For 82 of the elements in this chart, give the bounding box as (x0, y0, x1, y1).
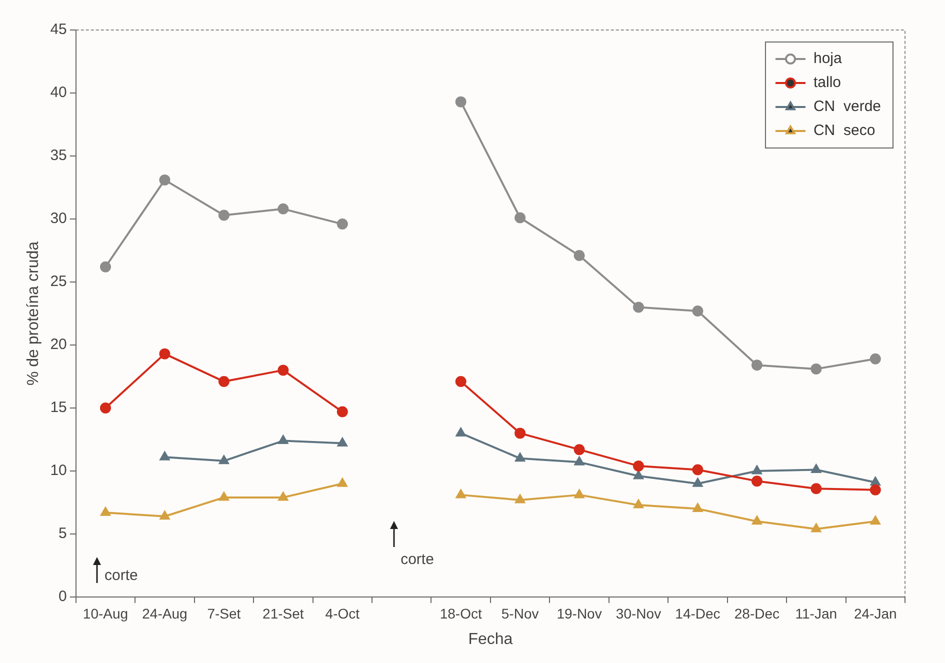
x-tick-label: 24-Aug (142, 605, 188, 622)
point (219, 492, 229, 501)
y-tick-label: 30 (50, 210, 67, 228)
y-tick-label: 25 (50, 273, 67, 290)
point (634, 500, 644, 508)
point (278, 203, 289, 214)
x-tick-label: 28-Dec (734, 605, 780, 622)
point (515, 494, 525, 504)
point (752, 516, 762, 525)
y-tick-label: 45 (50, 21, 67, 38)
point (574, 444, 585, 456)
point (455, 376, 466, 388)
point (455, 96, 466, 108)
annotation: corte (400, 551, 434, 568)
point (870, 484, 881, 496)
point (218, 376, 230, 388)
y-tick-label: 5 (58, 525, 67, 542)
x-tick-label: 7-Set (207, 605, 241, 622)
point (692, 464, 704, 476)
point (278, 492, 288, 501)
x-tick-label: 14-Dec (675, 605, 720, 622)
point (811, 464, 822, 473)
y-tick-label: 15 (50, 399, 67, 416)
point (574, 250, 585, 262)
legend-label: CN seco (813, 122, 876, 140)
point (100, 261, 111, 272)
point (219, 455, 229, 464)
point (633, 460, 644, 472)
point (633, 302, 644, 313)
point (810, 363, 822, 374)
point (514, 428, 526, 439)
y-tick-label: 20 (50, 336, 67, 354)
point (634, 470, 644, 480)
point (159, 348, 170, 360)
point (870, 353, 881, 364)
point (752, 466, 762, 474)
point (100, 507, 110, 516)
point (278, 435, 288, 444)
point (692, 305, 704, 316)
point (456, 428, 466, 436)
x-tick-label: 18-Oct (440, 605, 482, 622)
point (456, 489, 466, 498)
point (751, 476, 762, 487)
x-tick-label: 10-Aug (82, 605, 128, 622)
x-tick-label: 24-Jan (854, 605, 897, 622)
point (336, 218, 348, 230)
y-tick-label: 10 (50, 462, 67, 480)
x-tick-label: 4-Oct (325, 605, 360, 622)
point (278, 364, 289, 376)
point (751, 360, 762, 371)
point (337, 478, 348, 487)
x-tick-label: 21-Set (262, 605, 304, 622)
point (692, 503, 703, 512)
point (810, 483, 822, 494)
y-tick-label: 0 (58, 588, 67, 606)
y-axis-title: % de proteína cruda (25, 241, 42, 386)
point (574, 489, 584, 498)
x-axis-title: Fecha (468, 630, 513, 648)
point (337, 438, 348, 447)
point (574, 456, 584, 466)
point (160, 452, 170, 460)
point (514, 212, 526, 224)
point (870, 476, 880, 486)
legend-label: hoja (813, 50, 842, 68)
y-tick-label: 40 (50, 84, 67, 102)
x-tick-label: 19-Nov (556, 605, 602, 622)
point (336, 406, 348, 418)
point (218, 210, 230, 221)
point (159, 174, 170, 186)
legend-label: CN verde (813, 98, 882, 116)
annotation: corte (104, 567, 138, 584)
x-tick-label: 11-Jan (795, 605, 838, 622)
y-tick-label: 35 (50, 147, 67, 164)
point (100, 402, 111, 414)
point (870, 516, 880, 525)
point (811, 523, 822, 532)
legend-label: tallo (813, 74, 842, 92)
x-tick-label: 5-Nov (501, 605, 539, 622)
x-tick-label: 30-Nov (616, 605, 662, 622)
point (160, 510, 170, 520)
point (692, 478, 703, 487)
point (515, 452, 525, 462)
